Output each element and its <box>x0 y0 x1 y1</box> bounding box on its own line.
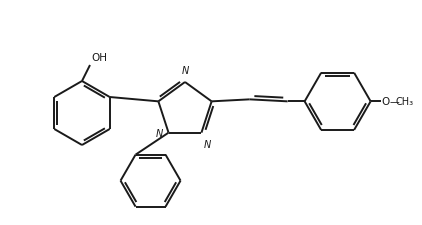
Text: N: N <box>203 139 211 149</box>
Text: —: — <box>390 97 399 107</box>
Text: CH₃: CH₃ <box>396 97 414 107</box>
Text: OH: OH <box>91 53 107 63</box>
Text: N: N <box>155 128 162 138</box>
Text: O: O <box>381 97 390 107</box>
Text: N: N <box>181 66 189 76</box>
